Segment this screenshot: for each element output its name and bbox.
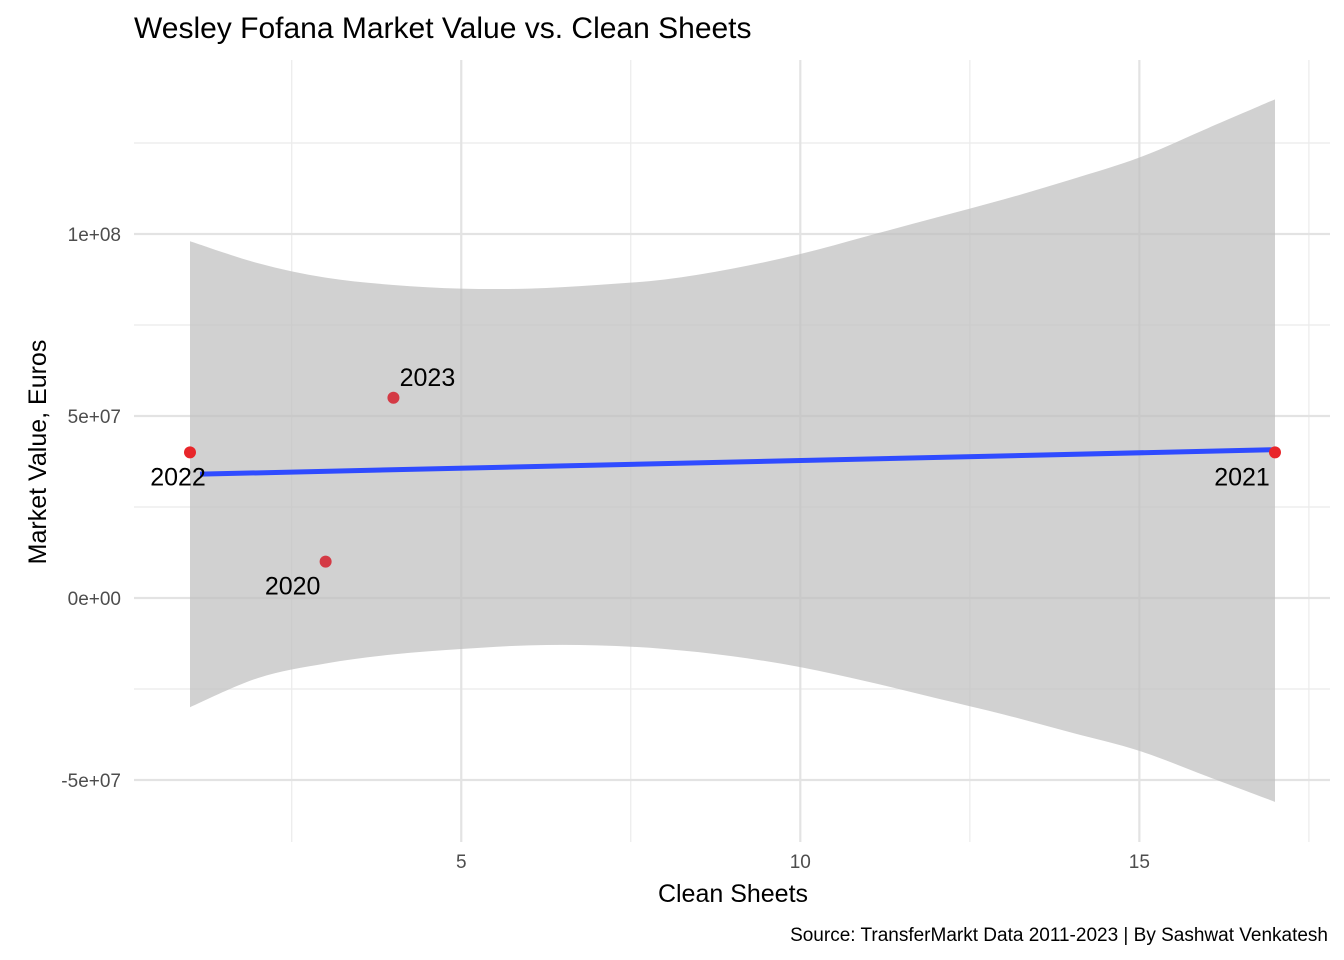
point-label-2020: 2020 (265, 573, 321, 601)
chart-title: Wesley Fofana Market Value vs. Clean She… (134, 12, 752, 45)
trend-line-group (199, 447, 1276, 477)
y-tick-label: 1e+08 (68, 225, 121, 246)
data-point-2021 (1269, 446, 1281, 459)
trend-line (199, 447, 1276, 477)
y-axis-ticks: -5e+07 0e+00 5e+07 1e+08 (61, 225, 121, 792)
data-point-2020 (319, 555, 332, 568)
confidence-band (190, 99, 1275, 802)
data-points (184, 391, 1281, 568)
y-tick-label: 0e+00 (68, 589, 121, 610)
x-axis-title: Clean Sheets (658, 880, 808, 908)
point-label-2022: 2022 (150, 463, 206, 491)
data-point-2023 (387, 391, 400, 404)
x-tick-label: 5 (456, 852, 467, 873)
chart-caption: Source: TransferMarkt Data 2011-2023 | B… (790, 925, 1328, 946)
x-tick-label: 10 (790, 852, 811, 873)
point-label-2023: 2023 (400, 364, 456, 392)
point-labels: 2020 2021 2022 2023 (150, 364, 1270, 601)
y-axis-title: Market Value, Euros (24, 340, 52, 565)
y-tick-label: -5e+07 (61, 771, 121, 792)
confidence-band-area (190, 99, 1275, 802)
point-label-2021: 2021 (1214, 463, 1270, 491)
y-tick-label: 5e+07 (68, 407, 121, 428)
data-point-2022 (184, 446, 196, 459)
x-axis-ticks: 5 10 15 (456, 852, 1150, 873)
x-tick-label: 15 (1129, 852, 1150, 873)
